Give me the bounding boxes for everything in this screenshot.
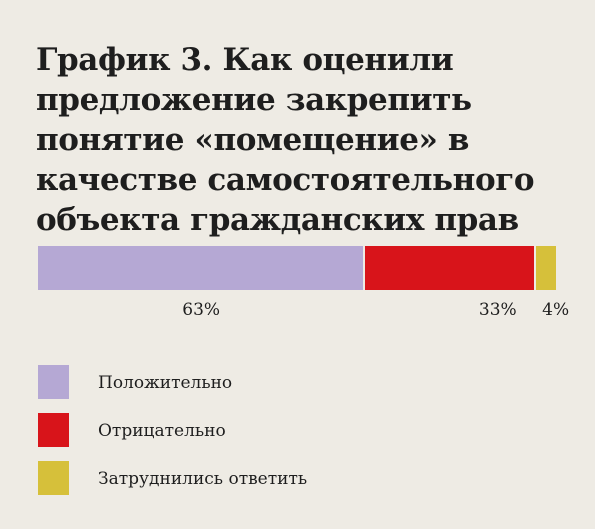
bar-segment-3 xyxy=(536,246,556,290)
percent-label-1: 63% xyxy=(182,300,221,320)
chart-title-text: Как оценили предложение закрепить поняти… xyxy=(36,42,535,238)
legend-label-3: Затруднились ответить xyxy=(98,469,308,489)
legend-swatch-3 xyxy=(38,461,69,495)
percent-label-2: 33% xyxy=(478,300,517,320)
legend-label-1: Положительно xyxy=(98,373,233,393)
chart-title: График 3. Как оценили предложение закреп… xyxy=(36,40,566,240)
legend-label-2: Отрицательно xyxy=(98,421,226,441)
stacked-bar xyxy=(38,246,556,290)
bar-segment-2 xyxy=(365,246,535,290)
legend-swatch-2 xyxy=(38,413,69,447)
chart-title-lead: График 3. xyxy=(36,42,213,78)
legend-swatch-1 xyxy=(38,365,69,399)
bar-segment-1 xyxy=(38,246,364,290)
percent-label-3: 4% xyxy=(542,300,570,320)
